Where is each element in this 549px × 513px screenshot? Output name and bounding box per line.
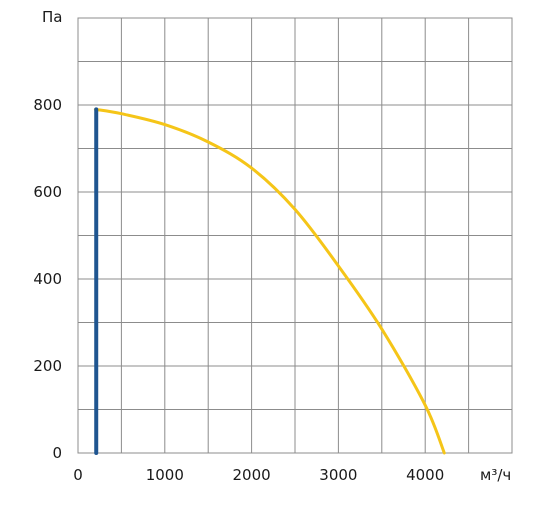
y-axis-label: Па bbox=[42, 8, 62, 26]
x-axis-label: м³/ч bbox=[480, 466, 511, 484]
y-tick-label: 200 bbox=[33, 357, 62, 375]
x-tick-label: 3000 bbox=[319, 466, 357, 484]
series-layer bbox=[93, 107, 446, 455]
y-tick-label: 800 bbox=[33, 96, 62, 114]
plot-frame bbox=[77, 17, 513, 454]
fan-curve-line bbox=[93, 107, 446, 455]
x-tick-label: 1000 bbox=[146, 466, 184, 484]
y-tick-label: 0 bbox=[52, 444, 62, 462]
y-tick-label: 400 bbox=[33, 270, 62, 288]
x-tick-label: 4000 bbox=[406, 466, 444, 484]
x-tick-label: 0 bbox=[73, 466, 83, 484]
grid bbox=[77, 17, 513, 454]
tick-labels: 0 1000 2000 3000 4000 0 200 400 600 800 bbox=[33, 96, 444, 484]
x-tick-label: 2000 bbox=[233, 466, 271, 484]
y-tick-label: 600 bbox=[33, 183, 62, 201]
